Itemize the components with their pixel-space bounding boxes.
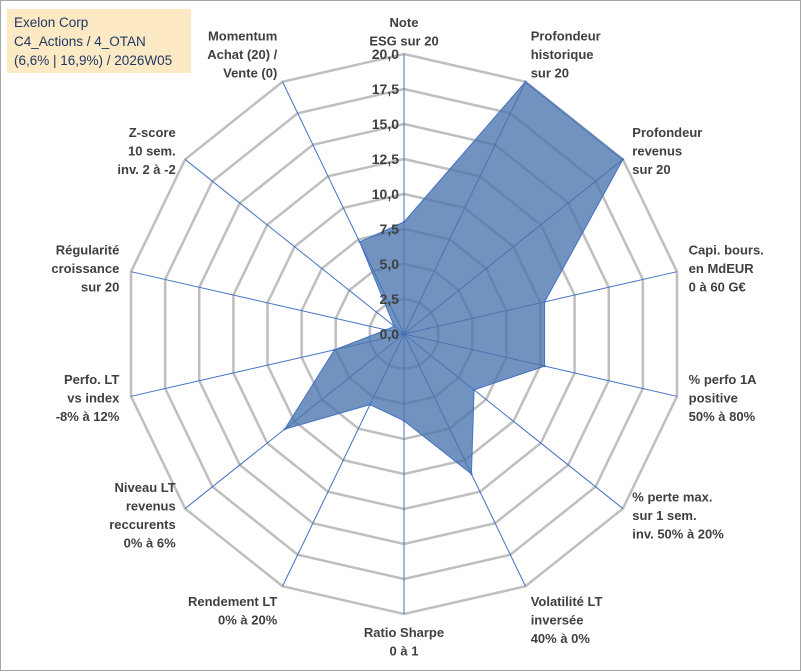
axis-label-line: 0% à 6% xyxy=(124,536,176,551)
axis-label-line: croissance xyxy=(51,261,119,276)
info-box: Exelon Corp C4_Actions / 4_OTAN (6,6% | … xyxy=(7,9,191,73)
axis-label-line: historique xyxy=(531,47,594,62)
axis-label-line: -8% à 12% xyxy=(56,409,120,424)
axis-spoke xyxy=(184,159,405,335)
tick-label: 15,0 xyxy=(372,116,399,132)
info-category: C4_Actions / 4_OTAN xyxy=(14,34,146,49)
axis-label: Profondeur historique sur 20 xyxy=(531,28,601,80)
axis-label: Niveau LT revenus reccurents 0% à 6% xyxy=(109,480,176,551)
axis-label-line: 10 sem. xyxy=(128,144,176,159)
axis-label-line: Ratio Sharpe xyxy=(364,625,444,640)
axis-label-line: Profondeur xyxy=(632,125,702,140)
data-point xyxy=(333,348,336,352)
data-point xyxy=(543,300,546,304)
tick-label: 7,5 xyxy=(380,221,400,237)
axis-label-line: inv. 50% à 20% xyxy=(632,526,724,541)
tick-label: 12,5 xyxy=(372,151,399,167)
axis-label: Rendement LT 0% à 20% xyxy=(188,594,278,628)
axis-label-line: Capi. bours. xyxy=(689,242,764,257)
data-point xyxy=(283,427,286,431)
data-point xyxy=(543,364,546,368)
info-company: Exelon Corp xyxy=(14,15,89,30)
axis-label-line: sur 20 xyxy=(632,162,670,177)
axis-label-line: Volatilité LT xyxy=(531,594,603,609)
data-point xyxy=(402,419,406,422)
axis-spoke xyxy=(130,271,405,335)
axis-label: % perfo 1A positive 50% à 80% xyxy=(689,372,758,424)
axis-label-line: Profondeur xyxy=(531,28,601,43)
data-point xyxy=(524,80,527,83)
data-point xyxy=(472,388,476,392)
axis-label-line: sur 20 xyxy=(81,279,119,294)
axis-label-line: Rendement LT xyxy=(188,594,277,609)
data-point xyxy=(368,403,372,406)
axis-label-line: positive xyxy=(689,391,738,406)
axis-label-line: revenus xyxy=(126,499,176,514)
axis-label-line: Z-score xyxy=(129,125,176,140)
axis-label-line: sur 20 xyxy=(531,65,569,80)
axis-label: Momentum Achat (20) / Vente (0) xyxy=(207,28,277,80)
axis-label: Perfo. LT vs index -8% à 12% xyxy=(56,372,120,424)
axis-label-line: inv. 2 à -2 xyxy=(117,162,175,177)
data-point xyxy=(385,328,388,332)
axis-label-line: en MdEUR xyxy=(689,261,755,276)
info-stats: (6,6% | 16,9%) / 2026W05 xyxy=(14,53,173,68)
axis-label-line: Note xyxy=(390,15,419,30)
axis-label-line: Vente (0) xyxy=(223,65,277,80)
axis-label-line: inversée xyxy=(531,613,584,628)
axis-label: Volatilité LT inversée 40% à 0% xyxy=(531,594,603,646)
tick-label: 2,5 xyxy=(380,291,400,307)
data-point xyxy=(470,472,473,476)
axis-label: % perte max. sur 1 sem. inv. 50% à 20% xyxy=(632,489,724,541)
axis-label: Z-score 10 sem. inv. 2 à -2 xyxy=(117,125,175,177)
data-point xyxy=(621,158,625,161)
axis-label-line: 40% à 0% xyxy=(531,631,591,646)
axis-label: Capi. bours. en MdEUR 0 à 60 G€ xyxy=(689,242,764,294)
axis-label: Régularité croissance sur 20 xyxy=(51,242,119,294)
axis-label-line: % perfo 1A xyxy=(689,372,758,387)
axis-label-line: revenus xyxy=(632,144,682,159)
data-point xyxy=(402,220,406,224)
tick-label: 0,0 xyxy=(380,326,400,342)
axis-label-line: Momentum xyxy=(208,28,277,43)
data-point xyxy=(358,240,361,244)
axis-label-line: 0% à 20% xyxy=(218,613,278,628)
tick-label: 20,0 xyxy=(372,46,399,62)
axis-label-line: Niveau LT xyxy=(115,480,176,495)
axis-label-line: 50% à 80% xyxy=(689,409,756,424)
axis-label-line: ESG sur 20 xyxy=(369,34,438,49)
axis-label: Profondeur revenus sur 20 xyxy=(632,125,702,177)
tick-label: 5,0 xyxy=(380,256,400,272)
axis-label-line: sur 1 sem. xyxy=(632,508,696,523)
tick-label: 17,5 xyxy=(372,81,399,97)
data-point xyxy=(392,324,396,328)
axis-label: Ratio Sharpe 0 à 1 xyxy=(364,625,444,659)
axis-label-line: reccurents xyxy=(109,517,175,532)
axis-label-line: Achat (20) / xyxy=(207,47,277,62)
tick-label: 10,0 xyxy=(372,186,399,202)
axis-label-line: 0 à 1 xyxy=(390,644,419,659)
axis-label-line: vs index xyxy=(67,391,120,406)
axis-label-line: % perte max. xyxy=(632,489,712,504)
axis-label: Note ESG sur 20 xyxy=(369,15,438,49)
axis-label-line: Perfo. LT xyxy=(64,372,119,387)
axis-label-line: Régularité xyxy=(56,242,120,257)
axis-label-line: 0 à 60 G€ xyxy=(689,279,746,294)
